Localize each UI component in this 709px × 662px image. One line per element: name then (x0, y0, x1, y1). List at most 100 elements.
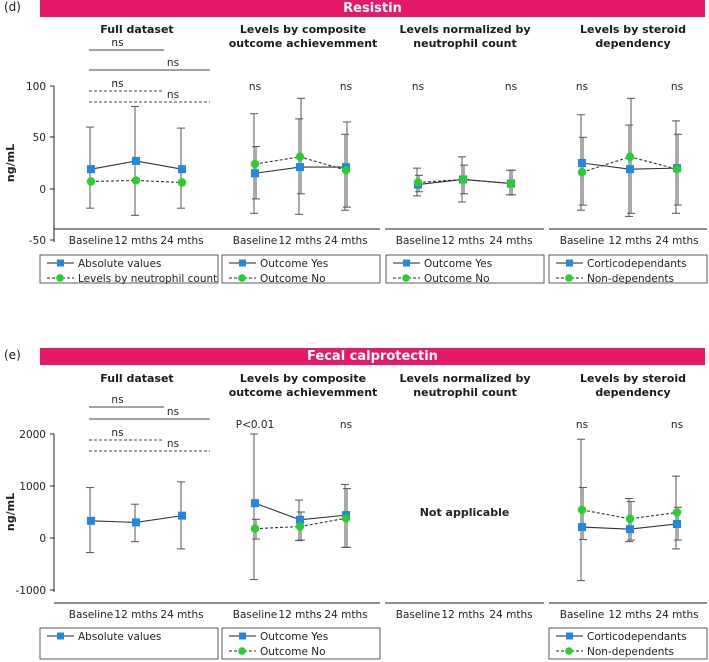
x-tick-label-d-2-1: 12 mths (441, 235, 484, 247)
x-tick-label-e-1-0: Baseline (233, 609, 278, 621)
legend-box-e-1 (221, 627, 381, 660)
bracket-label-e-3: ns (167, 438, 179, 450)
legend-circle-d-3 (565, 274, 573, 282)
y-tick-label-e-2: 0 (39, 533, 46, 545)
bracket-label-d-1: ns (167, 57, 179, 69)
point-square-d-3-0 (578, 159, 586, 167)
y-tick-label-d-2: 0 (39, 184, 46, 196)
x-tick-label-e-0-0: Baseline (69, 609, 114, 621)
x-tick-label-d-0-1: 12 mths (114, 235, 157, 247)
subtitle-d-2: Levels normalized by neutrophil count (399, 23, 531, 50)
point-circle-d-0-0 (86, 177, 96, 186)
x-tick-label-e-3-2: 24 mths (655, 609, 698, 621)
point-square-d-3-1 (626, 165, 634, 174)
annotation-e-3-1: ns (671, 419, 683, 431)
legend-square-d-0 (57, 259, 64, 267)
point-circle-e-3-1 (625, 514, 635, 523)
x-tick-label-d-2-0: Baseline (396, 235, 441, 247)
legend-circle-d-2 (402, 274, 410, 282)
point-circle-e-3-0 (577, 505, 587, 515)
point-square-e-0-2 (178, 511, 186, 520)
annotation-e-1-0: P<0.01 (236, 419, 275, 431)
x-tick-label-d-3-0: Baseline (560, 235, 605, 247)
y-tick-label-e-3: -1000 (15, 585, 46, 597)
subtitle-d-1: Levels by composite outcome achievemment (228, 23, 378, 50)
bracket-label-d-2: ns (111, 78, 123, 90)
legend-square-e-1 (239, 632, 246, 640)
legend-label-d-2-1: Outcome No (424, 273, 490, 285)
banner-resistin: Resistin (40, 0, 705, 17)
point-square-e-1-0 (251, 499, 259, 508)
x-tick-label-d-3-1: 12 mths (608, 235, 651, 247)
legend-label-e-0-0: Absolute values (78, 631, 161, 643)
point-circle-d-3-1 (625, 152, 635, 162)
not-applicable-note: Not applicable (420, 506, 510, 519)
x-tick-label-e-3-0: Baseline (560, 609, 605, 621)
bracket-label-e-1: ns (167, 406, 179, 418)
point-circle-d-2-1 (458, 175, 468, 184)
point-square-d-0-1 (132, 156, 140, 165)
legend-label-e-1-0: Outcome Yes (260, 631, 328, 643)
banner-fecal-calprotectin: Fecal calprotectin (40, 348, 705, 365)
y-axis-label-e: ng/mL (4, 493, 17, 531)
annotation-d-2-0: ns (412, 81, 424, 93)
legend-circle-e-3 (565, 647, 573, 655)
y-tick-label-e-1: 1000 (19, 481, 46, 493)
subtitle-e-0: Full dataset (100, 372, 174, 385)
x-tick-label-e-0-1: 12 mths (114, 609, 157, 621)
x-tick-label-e-3-1: 12 mths (608, 609, 651, 621)
point-square-d-1-1 (296, 163, 304, 172)
legend-square-e-0 (57, 632, 64, 640)
legend-label-e-1-1: Outcome No (260, 646, 326, 658)
point-circle-d-1-2 (341, 165, 351, 175)
annotation-d-3-0: ns (576, 81, 588, 93)
x-tick-label-d-0-0: Baseline (69, 235, 114, 247)
legend-label-d-1-0: Outcome Yes (260, 258, 328, 270)
legend-label-d-2-0: Outcome Yes (424, 258, 492, 270)
y-tick-label-d-3: -50 (29, 235, 46, 247)
point-circle-d-3-2 (672, 164, 682, 174)
legend-label-e-3-1: Non-dependents (587, 646, 674, 658)
point-circle-d-0-1 (131, 176, 141, 185)
point-circle-e-1-1 (295, 522, 305, 531)
x-tick-label-d-1-2: 24 mths (324, 235, 367, 247)
x-tick-label-e-1-1: 12 mths (278, 609, 321, 621)
point-square-e-3-1 (626, 525, 634, 534)
subtitle-d-3: Levels by steroid dependency (579, 23, 686, 50)
annotation-e-1-1: ns (340, 419, 352, 431)
y-axis-label-d: ng/mL (4, 144, 17, 182)
legend-box-d-0 (39, 254, 219, 284)
legend-square-d-1 (239, 259, 246, 267)
legend-box-e-3 (548, 627, 708, 660)
series-line-e-3-1 (581, 509, 678, 520)
point-circle-d-0-2 (177, 178, 187, 187)
point-circle-e-3-2 (672, 508, 682, 517)
legend-box-d-3 (548, 254, 708, 284)
legend-box-d-2 (385, 254, 545, 284)
x-tick-label-e-2-0: Baseline (396, 609, 441, 621)
x-tick-label-d-1-0: Baseline (233, 235, 278, 247)
legend-label-d-0-0: Absolute values (78, 258, 161, 270)
point-square-e-0-1 (132, 518, 140, 527)
point-square-e-3-2 (673, 519, 681, 528)
legend-circle-d-0 (56, 274, 64, 282)
y-tick-label-e-0: 2000 (19, 429, 46, 441)
legend-label-e-3-0: Corticodependants (587, 631, 687, 643)
subtitle-e-1: Levels by composite outcome achievemment (228, 372, 378, 399)
panel-letter-d: (d) (4, 0, 21, 14)
legend-box-d-1 (221, 254, 381, 284)
bracket-label-d-3: ns (167, 89, 179, 101)
point-square-d-0-0 (87, 165, 95, 174)
bracket-label-e-0: ns (111, 394, 123, 406)
annotation-e-3-0: ns (576, 419, 588, 431)
bracket-label-d-0: ns (111, 37, 123, 49)
point-square-d-0-2 (178, 165, 186, 174)
point-square-d-1-0 (251, 169, 259, 178)
x-tick-label-d-3-2: 24 mths (655, 235, 698, 247)
point-square-e-3-0 (578, 523, 586, 532)
point-square-e-0-0 (87, 516, 95, 525)
legend-circle-d-1 (238, 274, 246, 282)
x-tick-label-e-0-2: 24 mths (160, 609, 203, 621)
x-tick-label-e-2-2: 24 mths (489, 609, 532, 621)
annotation-d-3-1: ns (671, 81, 683, 93)
